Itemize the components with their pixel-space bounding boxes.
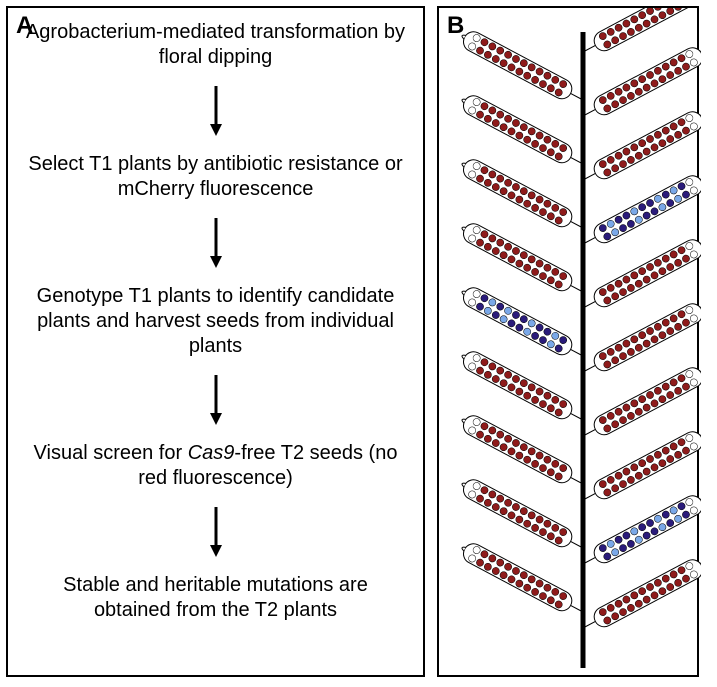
flow-arrow-icon: [208, 86, 224, 136]
flow-step: Agrobacterium-mediated transformation by…: [26, 20, 406, 70]
flow-arrow-icon: [208, 218, 224, 268]
seed-pod-red: [583, 363, 701, 438]
flow-step: Select T1 plants by antibiotic resistanc…: [26, 152, 406, 202]
panel-a: A Agrobacterium-mediated transformation …: [6, 6, 425, 677]
flow-step: Stable and heritable mutations are obtai…: [26, 573, 406, 623]
seed-pod-red: [583, 8, 701, 54]
plant-diagram: [439, 8, 701, 679]
seed-pod-red: [457, 91, 583, 166]
panel-b: B: [437, 6, 699, 677]
seed-pod-red: [457, 475, 583, 550]
seed-pod-red: [457, 539, 583, 614]
seed-pod-blue: [583, 491, 701, 566]
seed-pod-red: [457, 219, 583, 294]
figure-root: A Agrobacterium-mediated transformation …: [0, 0, 717, 687]
seed-pod-blue: [457, 283, 583, 358]
seed-pod-red: [583, 107, 701, 182]
seed-pod-red: [583, 427, 701, 502]
flow-arrow-icon: [208, 375, 224, 425]
flow-arrow-icon: [208, 507, 224, 557]
flowchart: Agrobacterium-mediated transformation by…: [20, 16, 411, 671]
seed-pod-red: [583, 555, 701, 630]
seed-pod-red: [583, 43, 701, 118]
flow-step: Visual screen for Cas9-free T2 seeds (no…: [26, 441, 406, 491]
seed-pod-red: [583, 299, 701, 374]
seed-pod-red: [457, 347, 583, 422]
seed-pod-blue: [583, 171, 701, 246]
flow-step: Genotype T1 plants to identify candidate…: [26, 284, 406, 359]
panel-b-label: B: [447, 12, 464, 40]
seed-pod-red: [457, 155, 583, 230]
seed-pod-red: [457, 411, 583, 486]
seed-pod-red: [583, 235, 701, 310]
seed-pod-red: [457, 27, 583, 102]
panel-a-label: A: [16, 12, 33, 40]
